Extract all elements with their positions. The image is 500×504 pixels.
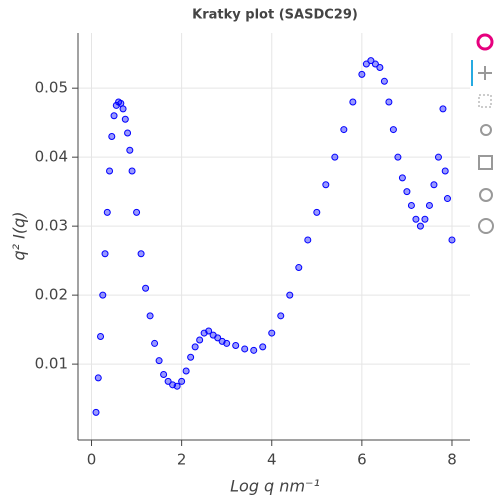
point: [304, 236, 312, 244]
box-zoom-tool[interactable]: [478, 94, 492, 108]
point: [92, 408, 100, 416]
point: [103, 208, 111, 216]
point: [398, 174, 406, 182]
point: [155, 357, 163, 365]
point: [108, 132, 116, 140]
point: [439, 105, 447, 113]
reset-tool[interactable]: [479, 188, 493, 202]
y-tick-label: 0.01: [35, 355, 68, 373]
x-tick-label: 2: [177, 451, 187, 469]
point: [110, 112, 118, 120]
point: [394, 153, 402, 161]
point: [322, 181, 330, 189]
x-tick-label: 4: [267, 451, 277, 469]
point: [376, 63, 384, 71]
point: [295, 264, 303, 272]
point: [151, 339, 159, 347]
point: [164, 377, 172, 385]
point: [385, 98, 393, 106]
point: [259, 343, 267, 351]
point: [421, 215, 429, 223]
point: [119, 105, 127, 113]
point: [313, 208, 321, 216]
point: [250, 346, 258, 354]
point: [380, 77, 388, 85]
point: [358, 70, 366, 78]
help-tool[interactable]: [478, 218, 494, 234]
point: [160, 370, 168, 378]
point: [214, 334, 222, 342]
point: [173, 382, 181, 390]
point: [106, 167, 114, 175]
point: [121, 115, 129, 123]
point: [416, 222, 424, 230]
point: [331, 153, 339, 161]
point: [349, 98, 357, 106]
point: [403, 188, 411, 196]
point: [434, 153, 442, 161]
y-tick-label: 0.04: [35, 148, 68, 166]
point: [178, 377, 186, 385]
point: [430, 181, 438, 189]
point: [187, 353, 195, 361]
point: [99, 291, 107, 299]
save-tool[interactable]: [478, 155, 493, 170]
point: [362, 60, 370, 68]
chart-title: Kratky plot (SASDC29): [192, 8, 358, 23]
point: [241, 345, 249, 353]
toolbar: [471, 33, 494, 234]
point: [425, 201, 433, 209]
wheel-zoom-tool[interactable]: [480, 124, 492, 136]
y-tick-label: 0.05: [35, 79, 68, 97]
point: [137, 250, 145, 258]
x-tick-label: 8: [447, 451, 457, 469]
point: [205, 327, 213, 335]
x-tick-label: 0: [87, 451, 97, 469]
point: [232, 341, 240, 349]
y-tick-label: 0.03: [35, 217, 68, 235]
point: [223, 339, 231, 347]
point: [196, 336, 204, 344]
point: [389, 126, 397, 134]
bokeh-logo[interactable]: [476, 33, 494, 51]
point: [146, 312, 154, 320]
point: [94, 374, 102, 382]
point: [182, 367, 190, 375]
point: [126, 146, 134, 154]
pan-tool[interactable]: [478, 66, 492, 80]
y-tick-label: 0.02: [35, 286, 68, 304]
point: [124, 129, 132, 137]
point: [286, 291, 294, 299]
point: [443, 195, 451, 203]
point: [367, 57, 375, 65]
point: [97, 333, 105, 341]
point: [371, 60, 379, 68]
point: [412, 215, 420, 223]
point: [448, 236, 456, 244]
point: [142, 284, 150, 292]
point: [277, 312, 285, 320]
point: [133, 208, 141, 216]
point: [268, 329, 276, 337]
point: [191, 343, 199, 351]
point: [441, 167, 449, 175]
point: [340, 126, 348, 134]
point: [101, 250, 109, 258]
point: [407, 201, 415, 209]
x-axis-label: Log q nm⁻¹: [230, 477, 320, 496]
y-axis-label: q² I(q): [10, 211, 29, 260]
point: [128, 167, 136, 175]
x-tick-label: 6: [357, 451, 367, 469]
